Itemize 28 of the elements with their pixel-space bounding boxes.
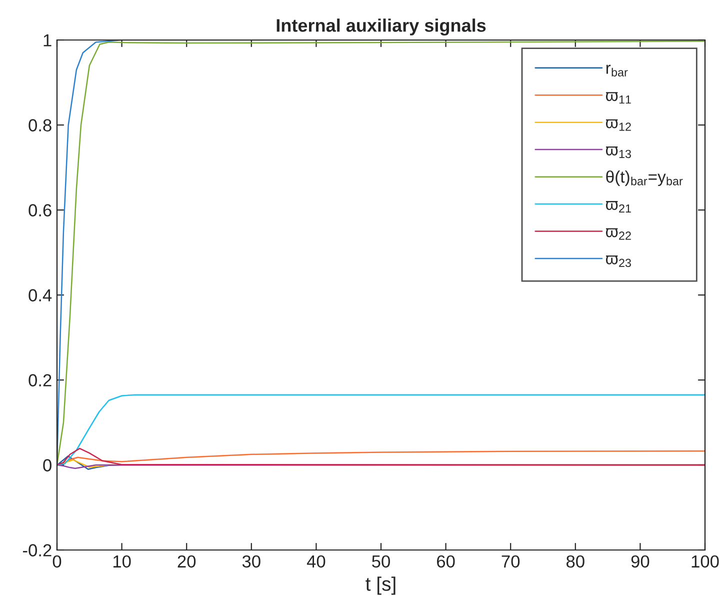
x-tick-label: 20 xyxy=(178,555,196,568)
y-tick-label: 0 xyxy=(43,459,52,472)
legend-label: r$_{bar}$ xyxy=(606,64,628,76)
legend-label: ϖ$_{12}$ xyxy=(606,119,631,131)
x-tick-label: 90 xyxy=(631,555,650,568)
legend-label: ϖ$_{21}$ xyxy=(606,201,631,213)
y-tick-label: -0.2 xyxy=(22,544,52,556)
legend-label: ϖ$_{13}$ xyxy=(606,146,631,158)
x-tick-label: 10 xyxy=(113,555,131,568)
x-axis-title: t [s] xyxy=(366,576,396,595)
legend-label: θ(t)$_{bar}$=y$_{bar}$ xyxy=(606,170,683,186)
x-tick-label: 60 xyxy=(437,555,455,568)
x-tick-label: 30 xyxy=(242,555,260,568)
chart-title: Internal auxiliary signals xyxy=(276,18,486,36)
legend-label: ϖ$_{11}$ xyxy=(606,92,631,104)
y-tick-label: 0.4 xyxy=(28,289,52,302)
x-tick-label: 0 xyxy=(52,555,62,568)
x-tick-label: 50 xyxy=(372,555,390,568)
x-tick-label: 80 xyxy=(566,555,584,568)
y-tick-label: 0.6 xyxy=(28,204,52,216)
legend-label: ϖ$_{22}$ xyxy=(606,228,631,240)
x-tick-label: 70 xyxy=(502,555,520,568)
y-tick-label: 0.8 xyxy=(28,119,52,132)
x-tick-label: 100 xyxy=(692,555,719,568)
y-tick-label: 0.2 xyxy=(28,374,52,386)
y-tick-label: 1 xyxy=(44,34,52,46)
legend-label: ϖ$_{23}$ xyxy=(606,255,631,268)
x-tick-label: 40 xyxy=(306,555,326,568)
